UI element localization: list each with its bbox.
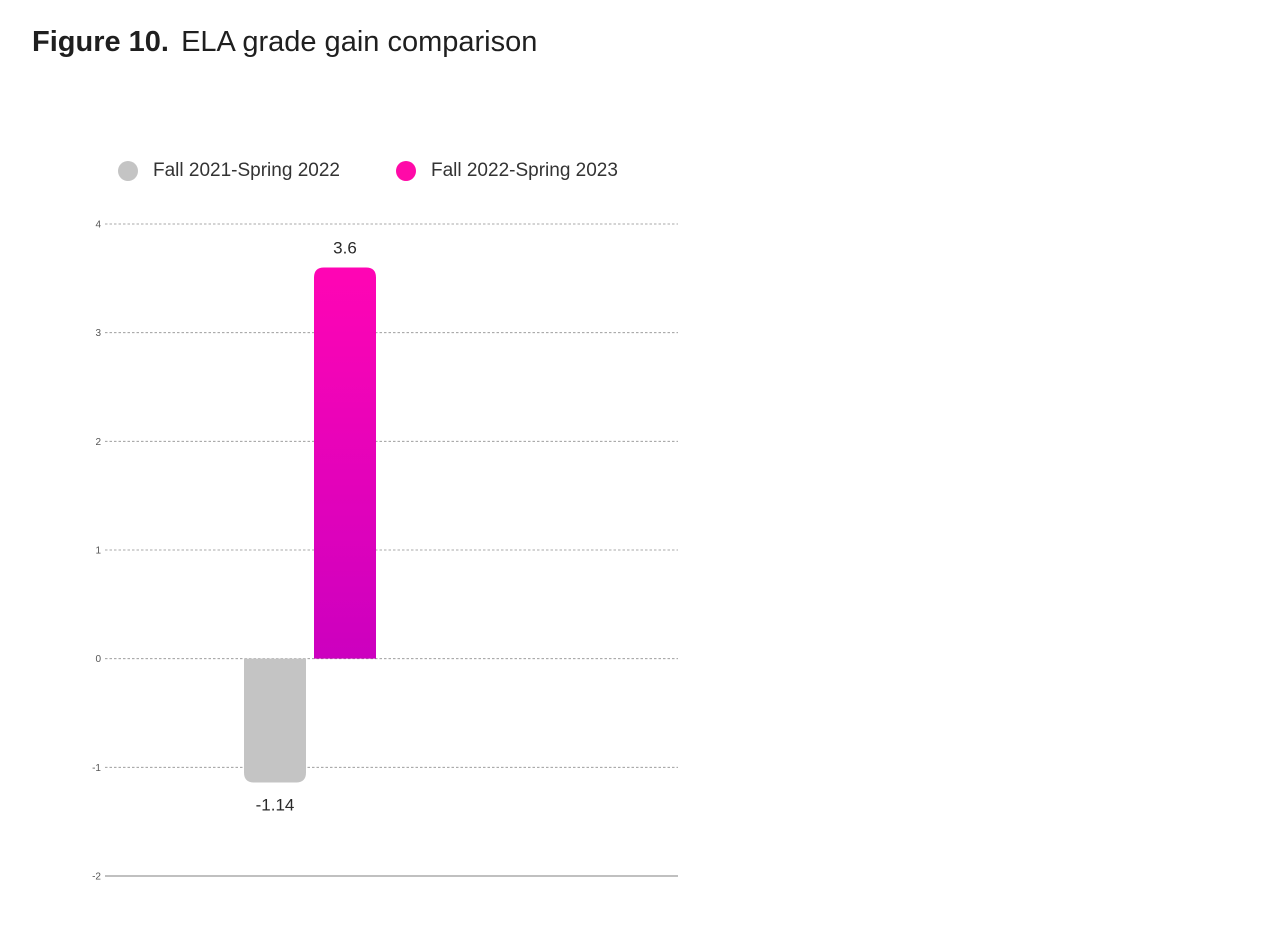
legend-label-2022-2023: Fall 2022-Spring 2023: [430, 160, 618, 181]
y-tick-label: -2: [92, 872, 101, 883]
y-tick-label: 2: [95, 437, 101, 448]
y-tick-label: 0: [95, 654, 101, 665]
chart-legend: Fall 2021-Spring 2022 Fall 2022-Spring 2…: [118, 160, 674, 182]
data-label-2022-2023: 3.6: [333, 238, 357, 257]
legend-item-2022-2023: Fall 2022-Spring 2023: [395, 160, 618, 182]
bar-2021-2022: [244, 658, 306, 783]
y-axis-ticks: -2 -1 0 1 2 3 4: [92, 220, 101, 883]
bars: [244, 267, 376, 783]
legend-swatch-2022-2023: [395, 161, 416, 181]
legend-item-2021-2022: Fall 2021-Spring 2022: [118, 160, 340, 182]
legend-swatch-2021-2022: [118, 161, 138, 181]
gridlines: [105, 223, 678, 877]
figure-label: Figure 10.: [32, 26, 169, 58]
y-tick-label: 1: [95, 546, 101, 557]
data-label-2021-2022: -1.14: [256, 796, 295, 815]
bar-2022-2023: [314, 267, 376, 659]
y-tick-label: 4: [95, 220, 101, 231]
legend-label-2021-2022: Fall 2021-Spring 2022: [153, 160, 340, 181]
figure-title: Figure 10. ELA grade gain comparison: [32, 24, 537, 60]
y-tick-label: 3: [95, 328, 101, 339]
y-tick-label: -1: [92, 763, 101, 774]
figure-title-text: ELA grade gain comparison: [181, 26, 538, 58]
data-labels: -1.14 3.6: [256, 238, 357, 814]
